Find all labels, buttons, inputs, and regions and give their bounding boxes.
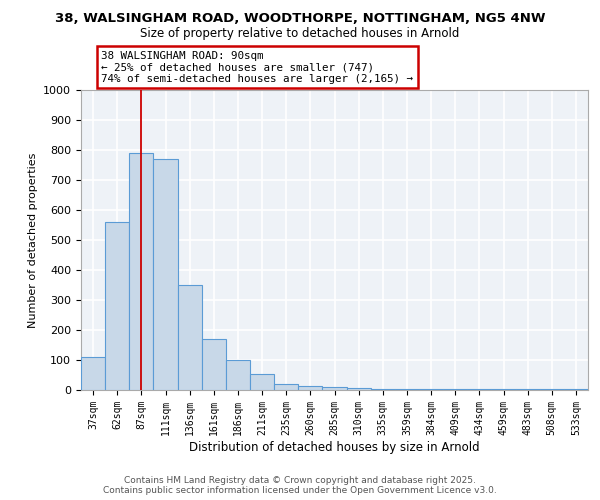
Bar [105,222,129,390]
Text: 38 WALSINGHAM ROAD: 90sqm
← 25% of detached houses are smaller (747)
74% of semi: 38 WALSINGHAM ROAD: 90sqm ← 25% of detac… [101,51,413,84]
Text: Contains HM Land Registry data © Crown copyright and database right 2025.
Contai: Contains HM Land Registry data © Crown c… [103,476,497,495]
Bar [250,374,274,390]
Text: 38, WALSINGHAM ROAD, WOODTHORPE, NOTTINGHAM, NG5 4NW: 38, WALSINGHAM ROAD, WOODTHORPE, NOTTING… [55,12,545,26]
Bar [81,357,105,390]
Bar [347,388,371,390]
X-axis label: Distribution of detached houses by size in Arnold: Distribution of detached houses by size … [189,440,480,454]
Bar [129,153,154,390]
Bar [322,387,347,390]
Bar [298,386,322,390]
Bar [202,339,226,390]
Bar [274,384,298,390]
Bar [154,159,178,390]
Bar [515,388,540,390]
Bar [443,388,467,390]
Bar [226,360,250,390]
Text: Size of property relative to detached houses in Arnold: Size of property relative to detached ho… [140,28,460,40]
Y-axis label: Number of detached properties: Number of detached properties [28,152,38,328]
Bar [371,388,395,390]
Bar [178,285,202,390]
